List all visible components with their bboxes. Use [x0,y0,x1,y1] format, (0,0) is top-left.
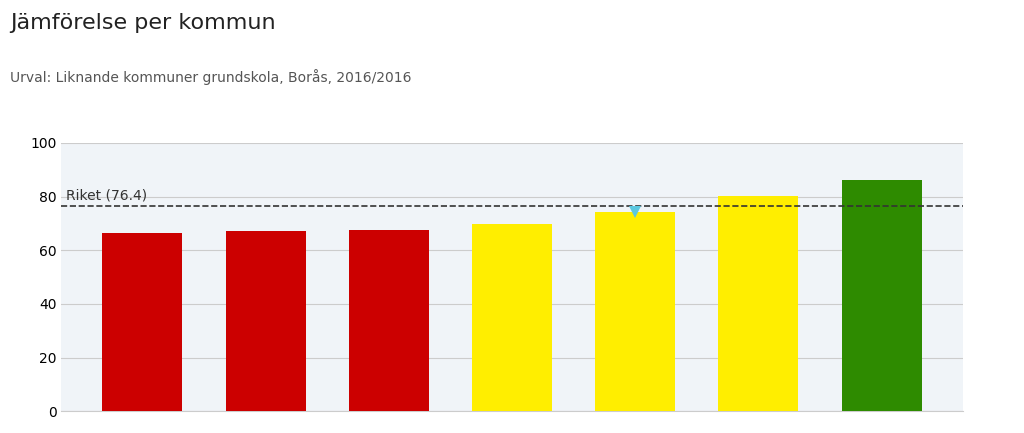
Text: Urval: Liknande kommuner grundskola, Borås, 2016/2016: Urval: Liknande kommuner grundskola, Bor… [10,69,412,85]
Text: Riket (76.4): Riket (76.4) [66,188,147,202]
Bar [472,224,552,411]
Bar [225,232,305,411]
Bar [719,196,799,411]
Text: Jämförelse per kommun: Jämförelse per kommun [10,13,275,33]
Bar [842,181,922,411]
Bar [349,230,429,411]
Bar [595,212,675,411]
Bar [102,233,182,411]
